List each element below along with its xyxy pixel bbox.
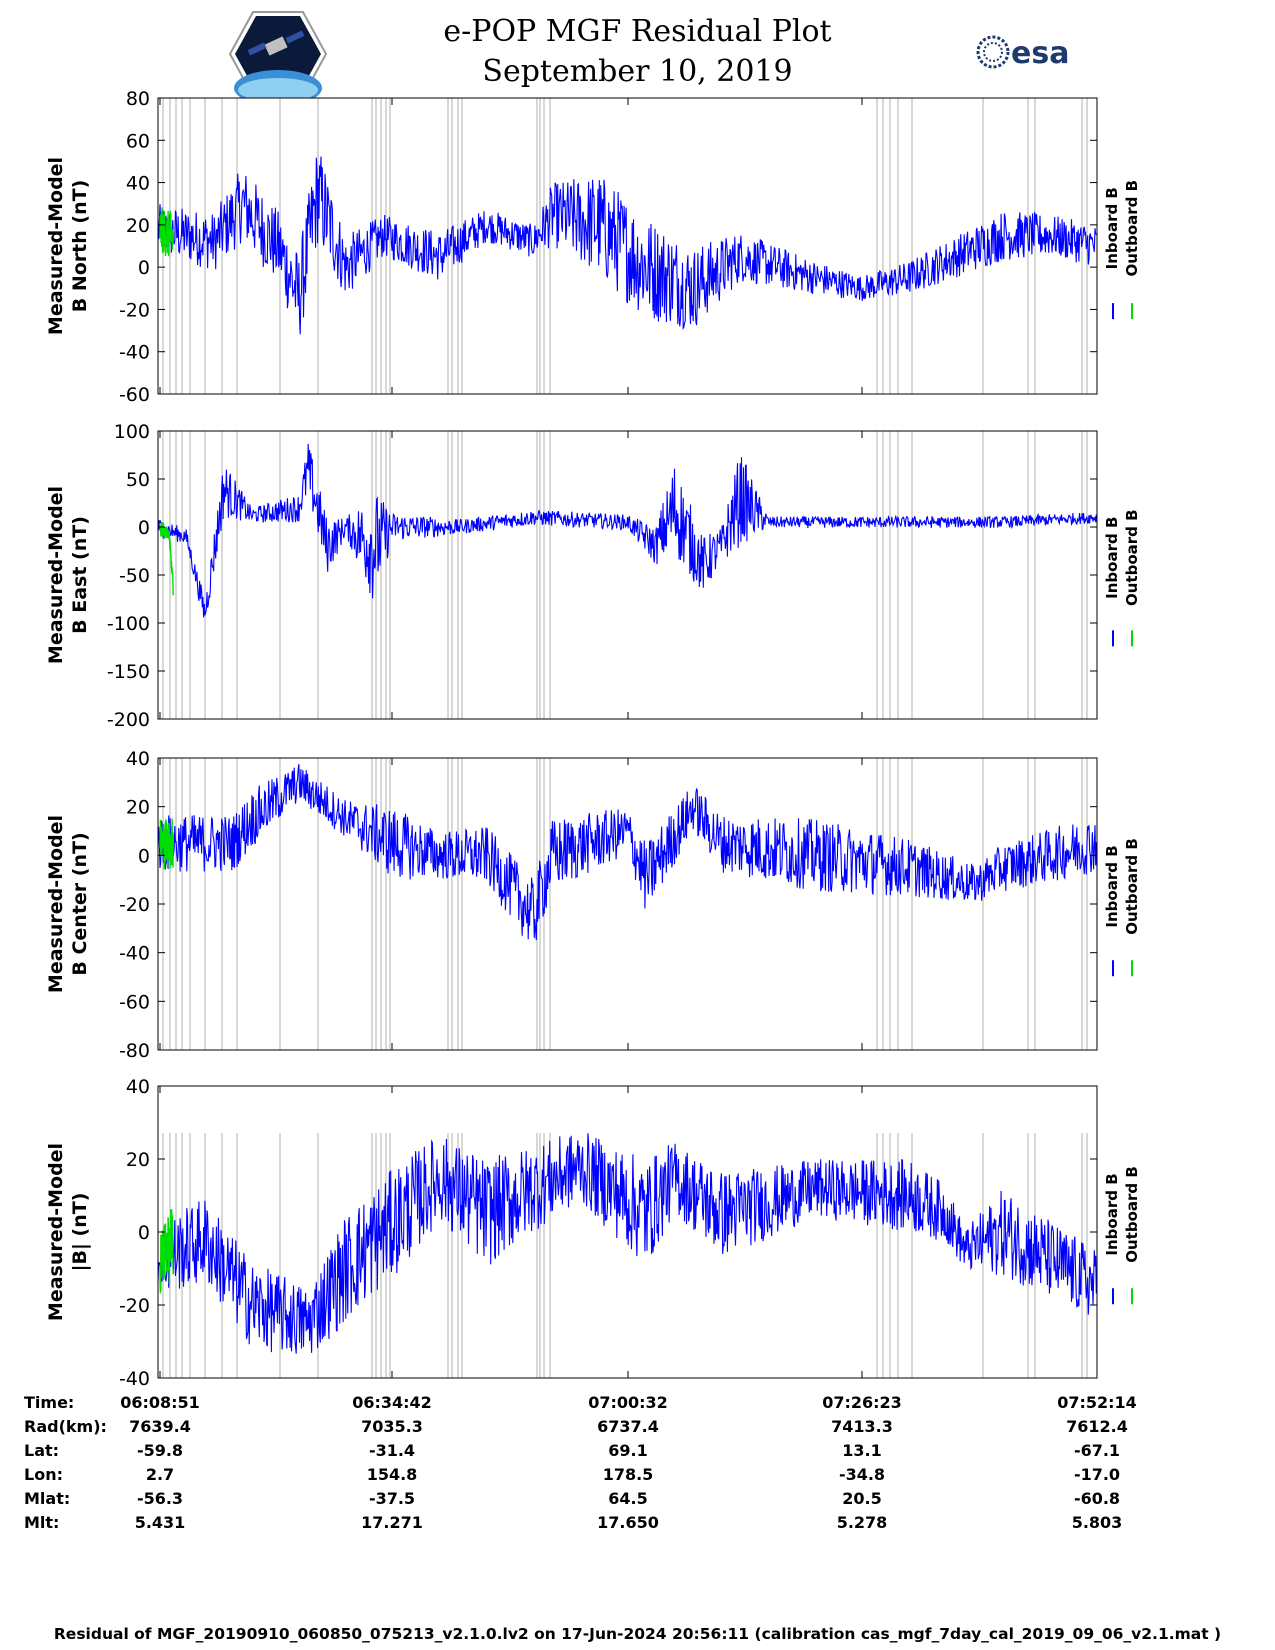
table-cell: 07:26:23: [822, 1393, 902, 1412]
legend-inboard-label: Inboard B: [1103, 517, 1121, 599]
table-cell: 06:08:51: [120, 1393, 200, 1412]
table-cell: 7612.4: [1066, 1417, 1128, 1436]
legend-outboard-label: Outboard B: [1123, 838, 1141, 935]
row-label-mlt: Mlt:: [24, 1513, 60, 1532]
table-cell: 154.8: [366, 1465, 418, 1484]
y-tick-label: -50: [119, 565, 150, 587]
y-tick-label: 20: [126, 215, 150, 237]
outboard-b-line: [159, 207, 174, 257]
legend-outboard-label: Outboard B: [1123, 509, 1141, 606]
esa-logo: esa: [976, 35, 1069, 71]
table-cell: 06:34:42: [352, 1393, 432, 1412]
plot-date: September 10, 2019: [482, 54, 793, 89]
plot-frame: [157, 430, 1098, 720]
y-tick-label: -20: [119, 299, 150, 321]
table-cell: 17.650: [597, 1513, 659, 1532]
table-cell: -56.3: [136, 1489, 184, 1508]
y-tick-label: -60: [119, 991, 150, 1013]
legend-inboard-label: Inboard B: [1103, 187, 1121, 269]
y-axis-label: Measured-Model: [45, 486, 67, 664]
y-axis-label: |B| (nT): [69, 1193, 91, 1272]
legend-outboard-label: Outboard B: [1123, 180, 1141, 277]
table-cell: 5.278: [836, 1513, 888, 1532]
row-label-mlat: Mlat:: [24, 1489, 71, 1508]
y-tick-label: -150: [107, 661, 150, 683]
row-label-time: Time:: [24, 1393, 75, 1412]
y-axis-label: B Center (nT): [69, 832, 91, 975]
plot-frame: [157, 757, 1098, 1051]
table-cell: 5.431: [134, 1513, 186, 1532]
y-tick-label: 20: [126, 1149, 150, 1171]
y-tick-label: -100: [107, 613, 150, 635]
table-cell: -60.8: [1073, 1489, 1121, 1508]
y-axis-label: B North (nT): [69, 180, 91, 313]
inboard-b-line: [157, 764, 1098, 941]
y-tick-label: 0: [138, 1222, 150, 1244]
legend-inboard-label: Inboard B: [1103, 845, 1121, 927]
y-axis-label: Measured-Model: [45, 157, 67, 335]
table-cell: 7639.4: [129, 1417, 191, 1436]
table-cell: 20.5: [842, 1489, 882, 1508]
table-cell: -34.8: [838, 1465, 886, 1484]
table-cell: -37.5: [368, 1489, 416, 1508]
row-label-lat: Lat:: [24, 1441, 60, 1460]
svg-text:esa: esa: [1011, 36, 1069, 71]
table-cell: 7035.3: [361, 1417, 423, 1436]
y-tick-label: 40: [126, 1076, 150, 1098]
outboard-b-line: [159, 522, 174, 596]
y-tick-label: -20: [119, 894, 150, 916]
y-tick-label: -20: [119, 1295, 150, 1317]
y-axis-label: B East (nT): [69, 516, 91, 634]
cassiope-logo: [228, 11, 328, 98]
table-cell: 64.5: [608, 1489, 648, 1508]
table-cell: 07:52:14: [1057, 1393, 1137, 1412]
y-tick-label: 0: [138, 845, 150, 867]
y-axis-label: Measured-Model: [45, 815, 67, 993]
y-tick-label: 40: [126, 748, 150, 770]
y-tick-label: -40: [119, 342, 150, 364]
row-label-lon: Lon:: [24, 1465, 63, 1484]
table-cell: 6737.4: [597, 1417, 659, 1436]
inboard-b-line: [157, 156, 1098, 335]
table-cell: 7413.3: [831, 1417, 893, 1436]
table-cell: -31.4: [368, 1441, 416, 1460]
y-axis-label: Measured-Model: [45, 1143, 67, 1321]
outboard-b-line: [159, 1209, 174, 1294]
y-tick-label: -200: [107, 709, 150, 731]
legend-outboard-label: Outboard B: [1123, 1166, 1141, 1263]
table-cell: -17.0: [1073, 1465, 1121, 1484]
table-cell: 5.803: [1071, 1513, 1123, 1532]
y-tick-label: -40: [119, 943, 150, 965]
y-tick-label: 0: [138, 257, 150, 279]
page-title: e-POP MGF Residual Plot: [443, 14, 832, 49]
y-tick-label: 20: [126, 797, 150, 819]
inboard-b-line: [157, 1133, 1098, 1354]
y-tick-label: 0: [138, 517, 150, 539]
inboard-b-line: [157, 443, 1098, 618]
row-label-radius: Rad(km):: [24, 1417, 107, 1436]
table-cell: 07:00:32: [588, 1393, 668, 1412]
footer-caption: Residual of MGF_20190910_060850_075213_v…: [53, 1625, 1222, 1643]
y-tick-label: 50: [126, 469, 150, 491]
y-tick-label: -80: [119, 1040, 150, 1062]
table-cell: -67.1: [1073, 1441, 1121, 1460]
plot-frame: [157, 97, 1098, 395]
table-cell: 17.271: [361, 1513, 423, 1532]
y-tick-label: 60: [126, 130, 150, 152]
y-tick-label: 100: [114, 421, 150, 443]
table-cell: 2.7: [145, 1465, 175, 1484]
table-cell: 178.5: [602, 1465, 654, 1484]
y-tick-label: 80: [126, 88, 150, 110]
table-cell: 13.1: [842, 1441, 882, 1460]
y-tick-label: -40: [119, 1368, 150, 1390]
y-tick-label: -60: [119, 384, 150, 406]
legend-inboard-label: Inboard B: [1103, 1173, 1121, 1255]
y-tick-label: 40: [126, 173, 150, 195]
table-cell: -59.8: [136, 1441, 184, 1460]
table-cell: 69.1: [608, 1441, 648, 1460]
outboard-b-line: [159, 818, 174, 870]
